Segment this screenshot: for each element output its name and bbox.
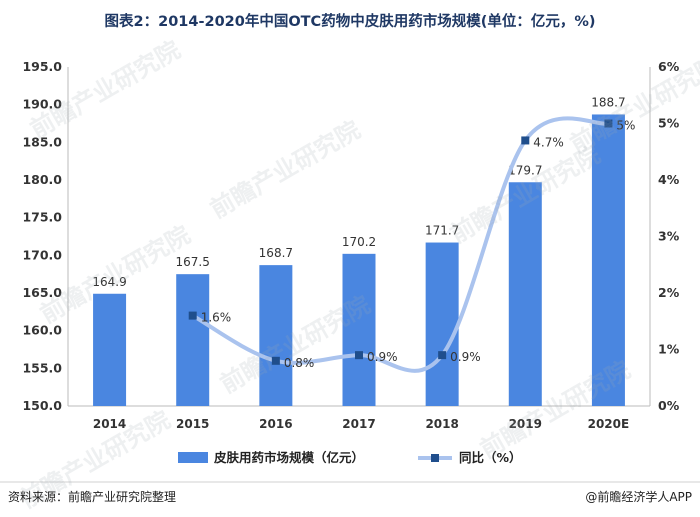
growth-value-label: 5% [616,119,635,133]
legend-line-label: 同比（%） [459,450,522,465]
bar-value-label: 170.2 [342,235,376,249]
bar-value-label: 164.9 [92,275,126,289]
growth-value-label: 0.9% [367,350,398,364]
growth-value-label: 1.6% [201,311,232,325]
x-tick-label: 2014 [93,417,126,431]
growth-marker [521,136,530,145]
y-left-tick-label: 155.0 [22,360,62,375]
source-note: 资料来源：前瞻产业研究院整理 [8,490,177,504]
y-right-tick-label: 1% [658,342,680,357]
x-tick-label: 2018 [425,417,458,431]
growth-marker [604,119,613,128]
legend-line-marker [431,454,439,462]
bar [259,265,293,406]
y-left-tick-label: 185.0 [22,134,62,149]
y-left-tick-label: 170.0 [22,247,62,262]
y-left-tick-label: 165.0 [22,285,62,300]
growth-marker [355,351,363,360]
growth-marker [438,351,447,360]
bar-value-label: 168.7 [259,246,293,260]
bar [176,274,210,406]
x-tick-label: 2020E [588,417,630,431]
growth-value-label: 0.8% [284,356,315,370]
y-left-tick-label: 190.0 [22,97,62,112]
y-left-tick-label: 160.0 [22,323,62,338]
x-tick-label: 2019 [509,417,542,431]
y-left-tick-label: 175.0 [22,210,62,225]
growth-line [190,116,611,373]
y-right-tick-label: 3% [658,229,680,244]
bar-value-label: 167.5 [176,255,210,269]
growth-value-label: 4.7% [533,135,564,149]
bar-value-label: 188.7 [591,95,625,109]
bar [591,114,625,407]
bar [342,253,376,406]
x-tick-label: 2015 [176,417,209,431]
bar-value-label: 179.7 [508,163,542,177]
growth-value-label: 0.9% [450,350,481,364]
y-right-tick-label: 2% [658,285,680,300]
y-left-tick-label: 195.0 [22,59,62,74]
bar [93,293,127,406]
y-left-tick-label: 150.0 [22,398,62,413]
y-right-tick-label: 4% [658,172,680,187]
x-tick-label: 2016 [259,417,292,431]
y-left-tick-label: 180.0 [22,172,62,187]
x-tick-label: 2017 [342,417,375,431]
chart-title: 图表2：2014-2020年中国OTC药物中皮肤用药市场规模(单位：亿元，%) [104,14,596,30]
growth-marker [188,311,197,320]
legend-bar-swatch [178,452,208,463]
bar [425,242,459,406]
bar [508,182,542,406]
brand-credit: @前瞻经济学人APP [585,490,692,504]
bar-value-label: 171.7 [425,224,459,238]
legend-bar-label: 皮肤用药市场规模（亿元） [213,450,364,465]
y-right-tick-label: 0% [658,398,680,413]
growth-marker [271,356,280,365]
y-right-tick-label: 6% [658,59,680,74]
y-right-tick-label: 5% [658,116,680,131]
